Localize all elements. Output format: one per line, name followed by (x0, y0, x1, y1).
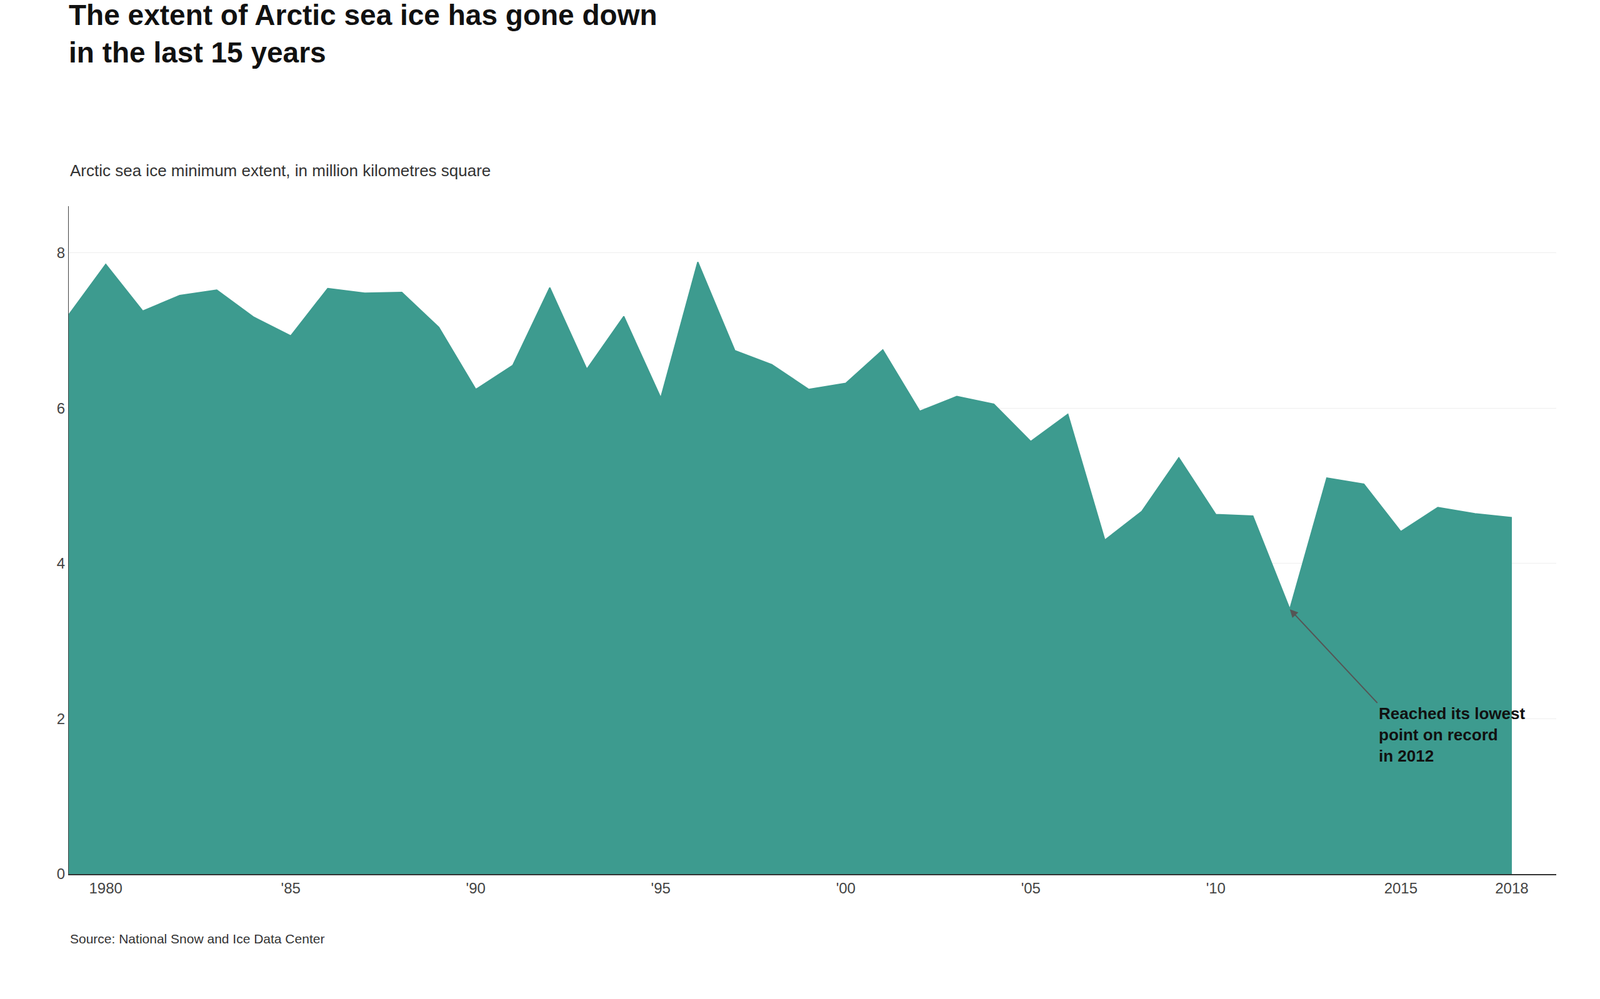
svg-text:'00: '00 (836, 880, 856, 897)
svg-text:'85: '85 (281, 880, 301, 897)
svg-text:2: 2 (56, 710, 65, 728)
svg-text:Arctic sea ice minimum extent,: Arctic sea ice minimum extent, in millio… (70, 161, 491, 180)
svg-text:The extent of Arctic sea ice h: The extent of Arctic sea ice has gone do… (68, 0, 658, 69)
svg-text:Source: National Snow and Ice: Source: National Snow and Ice Data Cente… (70, 931, 325, 947)
svg-text:'05: '05 (1021, 880, 1041, 897)
svg-text:2018: 2018 (1495, 880, 1529, 897)
svg-text:0: 0 (56, 865, 65, 883)
svg-text:4: 4 (56, 555, 65, 572)
svg-text:1980: 1980 (89, 880, 123, 897)
svg-text:6: 6 (56, 400, 65, 417)
svg-text:'90: '90 (466, 880, 486, 897)
svg-text:Reached its lowestpoint on rec: Reached its lowestpoint on recordin 2012 (1378, 704, 1525, 766)
svg-text:'10: '10 (1206, 880, 1226, 897)
svg-text:8: 8 (56, 244, 65, 262)
svg-text:'95: '95 (651, 880, 671, 897)
svg-text:2015: 2015 (1384, 880, 1418, 897)
